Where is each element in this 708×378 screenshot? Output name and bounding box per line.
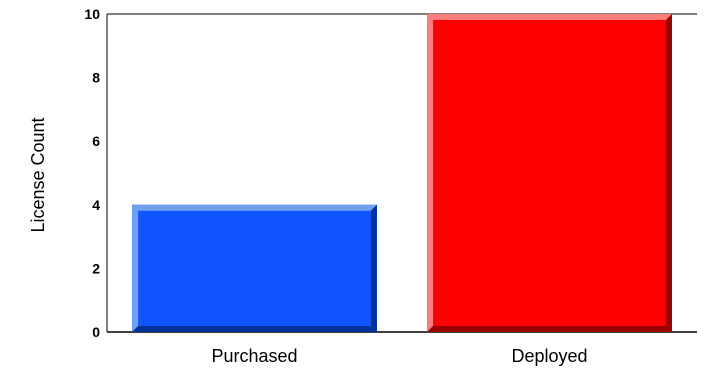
bar-face (132, 204, 377, 332)
x-tick-label: Deployed (511, 346, 587, 366)
x-tick-label: Purchased (211, 346, 297, 366)
bar-bevel-top (427, 14, 672, 20)
y-axis-title: License Count (28, 117, 48, 232)
bar-bevel-top (132, 204, 377, 211)
y-tick-label: 8 (92, 70, 100, 86)
bar-face (427, 14, 672, 332)
bars-layer (132, 14, 672, 332)
bar-bevel-bottom (132, 326, 377, 332)
y-axis-ticks: 0 2 4 6 8 10 (84, 6, 100, 340)
bar-bevel-right (665, 14, 672, 332)
y-tick-label: 2 (92, 260, 100, 276)
bar-deployed (427, 14, 672, 332)
y-tick-label: 6 (92, 133, 100, 149)
bar-purchased (132, 204, 377, 332)
bar-bevel-right (370, 204, 377, 332)
bar-bevel-bottom (427, 326, 672, 332)
y-tick-label: 10 (84, 6, 100, 22)
x-axis-ticks: Purchased Deployed (211, 346, 587, 366)
y-tick-label: 0 (92, 324, 100, 340)
bar-bevel-left (427, 14, 434, 332)
y-tick-label: 4 (92, 197, 100, 213)
bar-bevel-left (132, 204, 139, 332)
